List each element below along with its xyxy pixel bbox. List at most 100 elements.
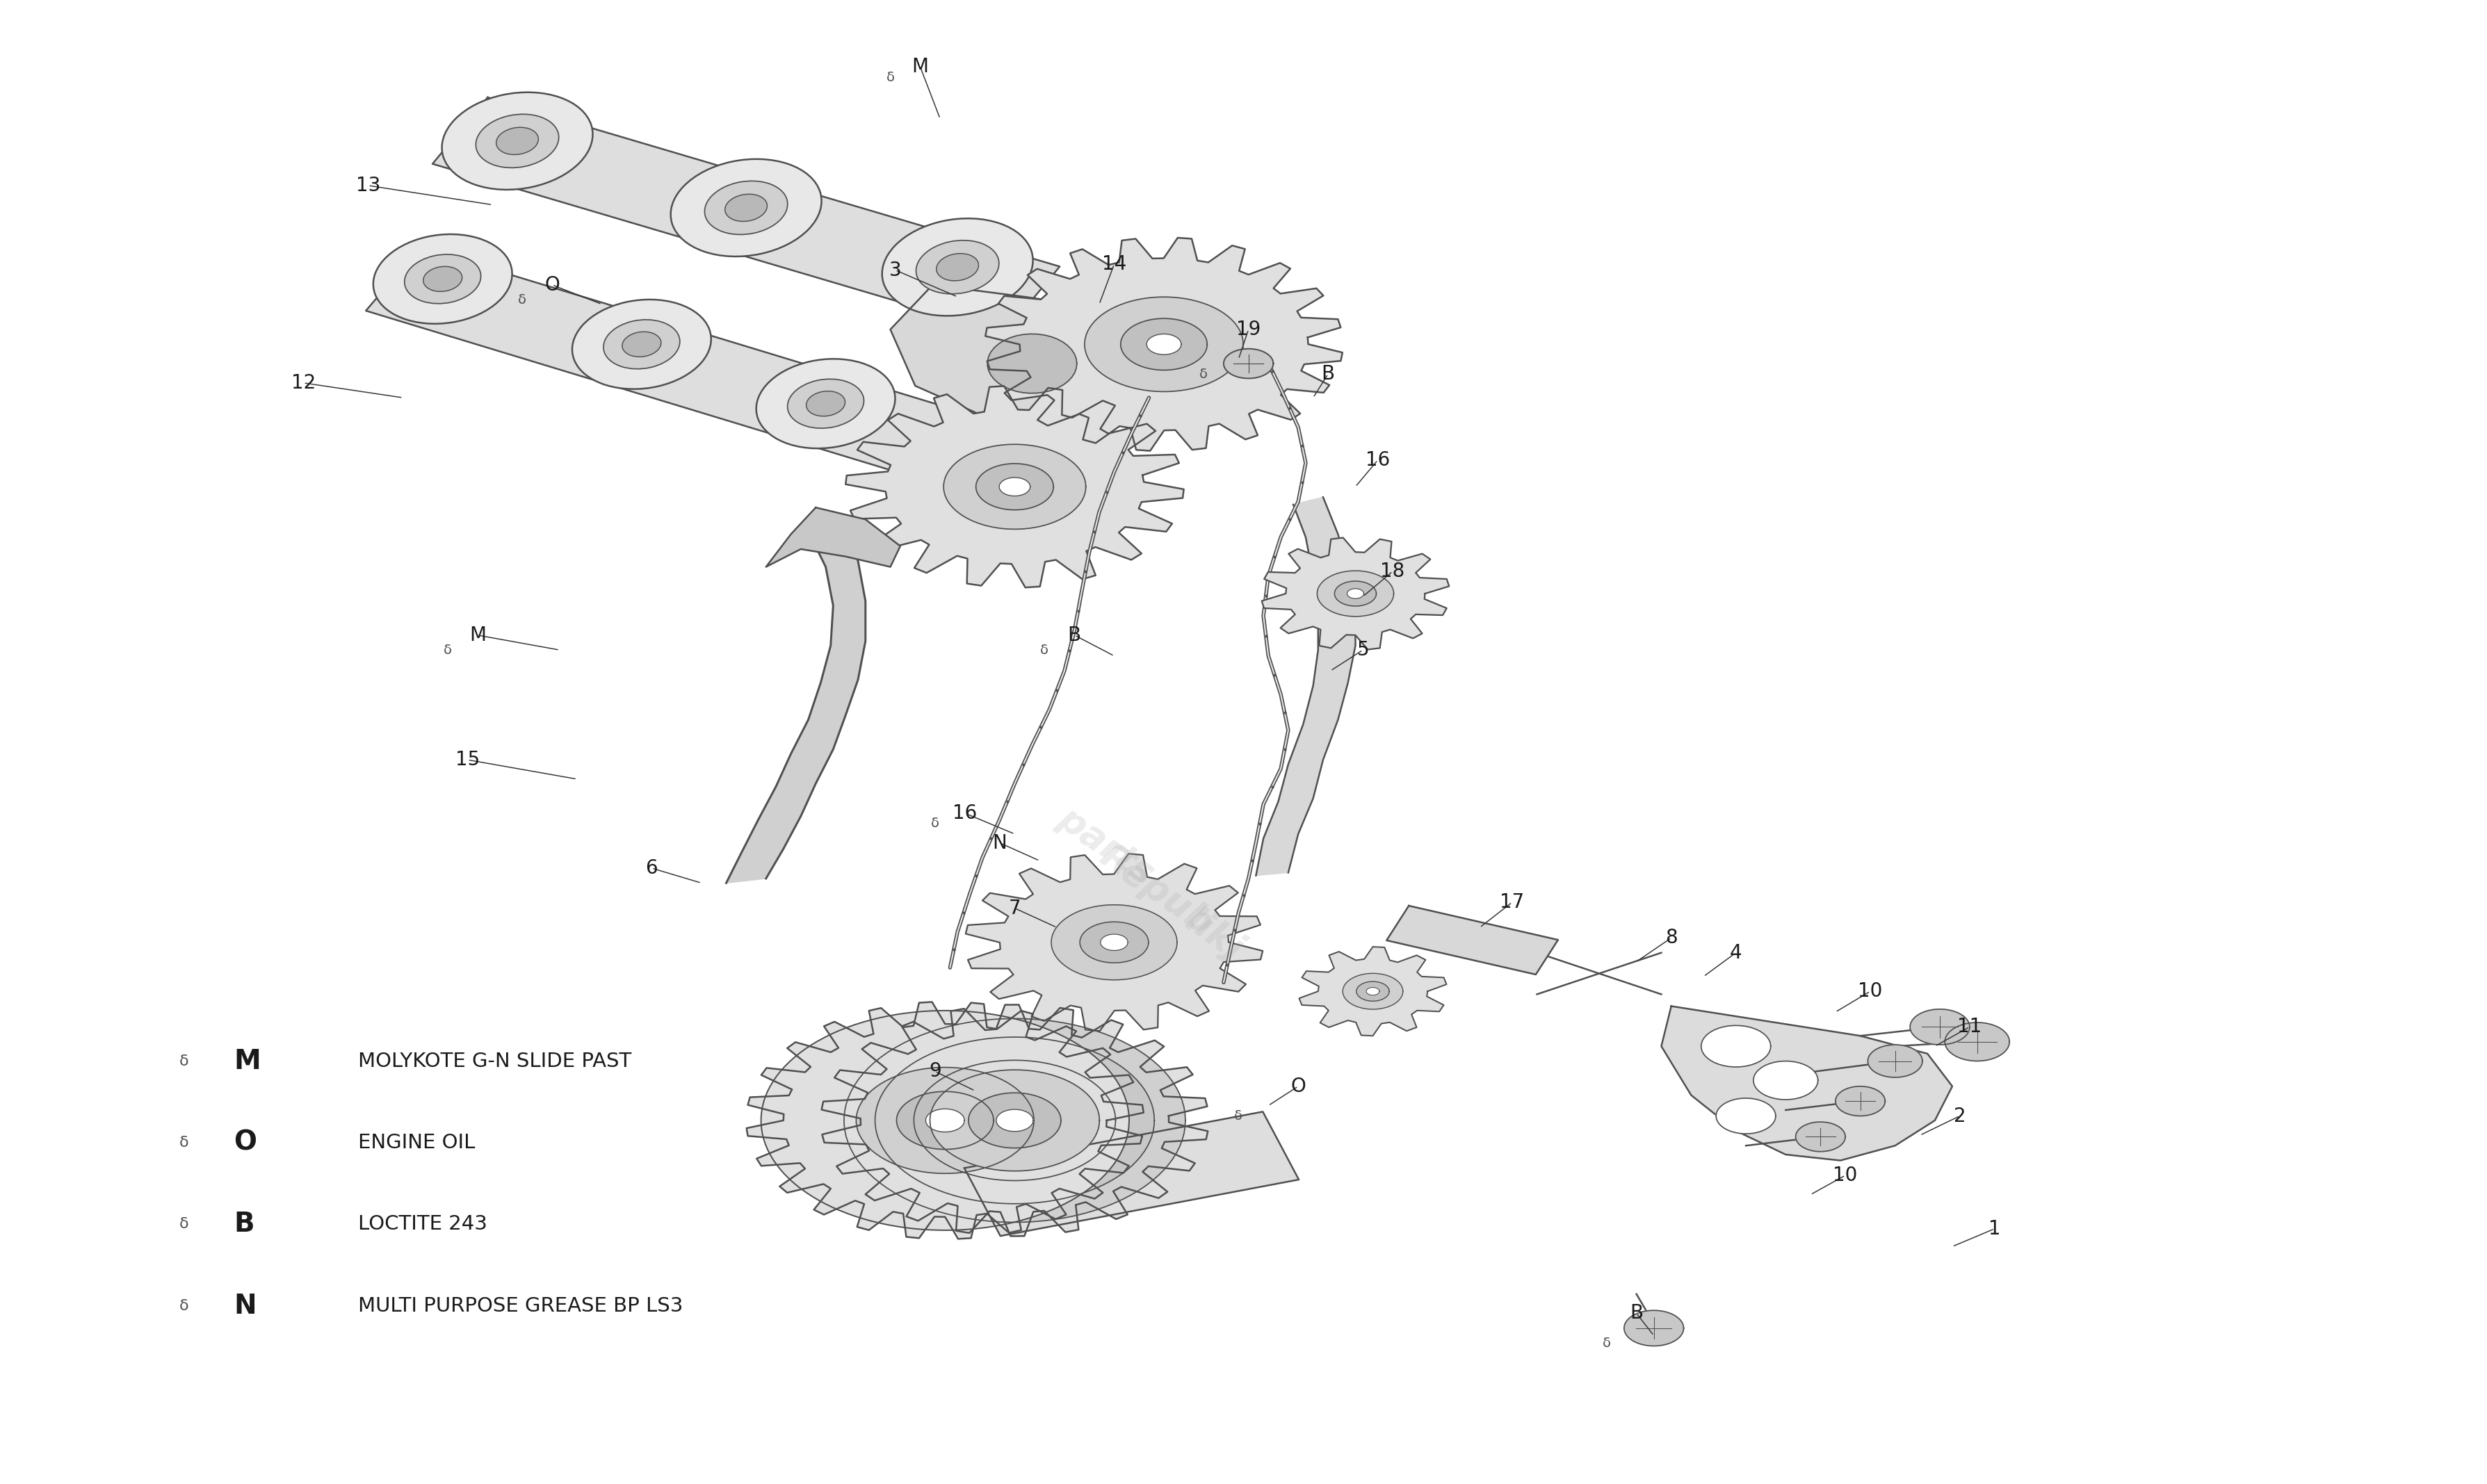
Text: 13: 13 — [356, 175, 381, 196]
Text: 3: 3 — [890, 260, 900, 280]
Text: 14: 14 — [1102, 254, 1127, 275]
Text: O: O — [1291, 1076, 1306, 1097]
Polygon shape — [1796, 1122, 1845, 1152]
Polygon shape — [821, 1005, 1209, 1236]
Text: 17: 17 — [1500, 892, 1525, 913]
Text: 16: 16 — [953, 803, 977, 824]
Polygon shape — [1945, 1022, 2009, 1061]
Polygon shape — [1661, 1006, 1952, 1160]
Polygon shape — [856, 1067, 1035, 1174]
Text: B: B — [1321, 364, 1336, 384]
Text: 9: 9 — [930, 1061, 940, 1082]
Text: δ: δ — [1199, 368, 1209, 380]
Text: 10: 10 — [1858, 981, 1883, 1002]
Polygon shape — [746, 1002, 1144, 1239]
Polygon shape — [1099, 933, 1129, 951]
Polygon shape — [1336, 582, 1375, 605]
Polygon shape — [1256, 497, 1355, 876]
Text: ENGINE OIL: ENGINE OIL — [358, 1132, 475, 1153]
Polygon shape — [1261, 537, 1450, 650]
Text: N: N — [234, 1293, 256, 1319]
Text: N: N — [992, 833, 1007, 853]
Text: Repub: Repub — [1092, 838, 1221, 942]
Polygon shape — [1052, 905, 1176, 979]
Text: 4: 4 — [1731, 942, 1741, 963]
Text: LOCTITE 243: LOCTITE 243 — [358, 1214, 487, 1235]
Text: δ: δ — [179, 1298, 189, 1313]
Text: likj: likj — [1179, 902, 1248, 968]
Polygon shape — [1388, 905, 1557, 975]
Text: B: B — [1067, 625, 1082, 646]
Text: 15: 15 — [455, 749, 480, 770]
Ellipse shape — [671, 159, 821, 257]
Polygon shape — [913, 1060, 1117, 1181]
Ellipse shape — [704, 181, 788, 234]
Polygon shape — [967, 1092, 1062, 1149]
Text: δ: δ — [443, 644, 453, 656]
Ellipse shape — [405, 254, 480, 304]
Ellipse shape — [761, 1011, 1129, 1230]
Text: δ: δ — [517, 294, 527, 306]
Ellipse shape — [622, 332, 662, 356]
Polygon shape — [1868, 1045, 1922, 1077]
Polygon shape — [1348, 589, 1363, 598]
Polygon shape — [1147, 334, 1181, 355]
Polygon shape — [875, 1037, 1154, 1204]
Text: δ: δ — [1040, 644, 1050, 656]
Polygon shape — [965, 1112, 1298, 1236]
Polygon shape — [997, 1110, 1032, 1131]
Text: 19: 19 — [1236, 319, 1261, 340]
Ellipse shape — [497, 128, 537, 154]
Polygon shape — [1835, 1086, 1885, 1116]
Text: 7: 7 — [1010, 898, 1020, 919]
Polygon shape — [1624, 1310, 1684, 1346]
Text: δ: δ — [179, 1217, 189, 1232]
Polygon shape — [1910, 1009, 1970, 1045]
Ellipse shape — [938, 254, 977, 280]
Text: 8: 8 — [1666, 928, 1676, 948]
Polygon shape — [843, 1018, 1186, 1223]
Text: δ: δ — [1234, 1110, 1244, 1122]
Text: δ: δ — [179, 1135, 189, 1150]
Polygon shape — [1224, 349, 1273, 378]
Polygon shape — [766, 508, 900, 567]
Ellipse shape — [756, 359, 895, 448]
Polygon shape — [965, 853, 1263, 1031]
Ellipse shape — [443, 92, 592, 190]
Text: 11: 11 — [1957, 1017, 1982, 1037]
Polygon shape — [1716, 1098, 1776, 1134]
Ellipse shape — [604, 319, 679, 370]
Text: 5: 5 — [1358, 640, 1368, 660]
Polygon shape — [366, 248, 967, 476]
Text: M: M — [470, 625, 485, 646]
Polygon shape — [898, 1092, 995, 1149]
Polygon shape — [1122, 319, 1206, 370]
Polygon shape — [1298, 947, 1447, 1036]
Text: MULTI PURPOSE GREASE BP LS3: MULTI PURPOSE GREASE BP LS3 — [358, 1296, 684, 1316]
Polygon shape — [1343, 974, 1403, 1009]
Ellipse shape — [883, 218, 1032, 316]
Text: 2: 2 — [1955, 1106, 1965, 1126]
Ellipse shape — [572, 300, 711, 389]
Text: 12: 12 — [291, 372, 316, 393]
Text: M: M — [234, 1048, 261, 1074]
Polygon shape — [987, 334, 1077, 393]
Polygon shape — [975, 463, 1054, 510]
Polygon shape — [1318, 571, 1393, 616]
Ellipse shape — [788, 378, 863, 429]
Text: 1: 1 — [1990, 1218, 2000, 1239]
Text: δ: δ — [885, 71, 895, 83]
Polygon shape — [1365, 987, 1380, 996]
Text: 10: 10 — [1833, 1165, 1858, 1186]
Polygon shape — [846, 386, 1184, 588]
Text: δ: δ — [930, 818, 940, 830]
Polygon shape — [890, 285, 1139, 427]
Polygon shape — [1701, 1025, 1771, 1067]
Polygon shape — [1000, 478, 1030, 496]
Ellipse shape — [806, 392, 846, 416]
Polygon shape — [943, 444, 1087, 530]
Polygon shape — [930, 1070, 1099, 1171]
Text: O: O — [545, 275, 560, 295]
Text: 16: 16 — [1365, 450, 1390, 470]
Text: 18: 18 — [1380, 561, 1405, 582]
